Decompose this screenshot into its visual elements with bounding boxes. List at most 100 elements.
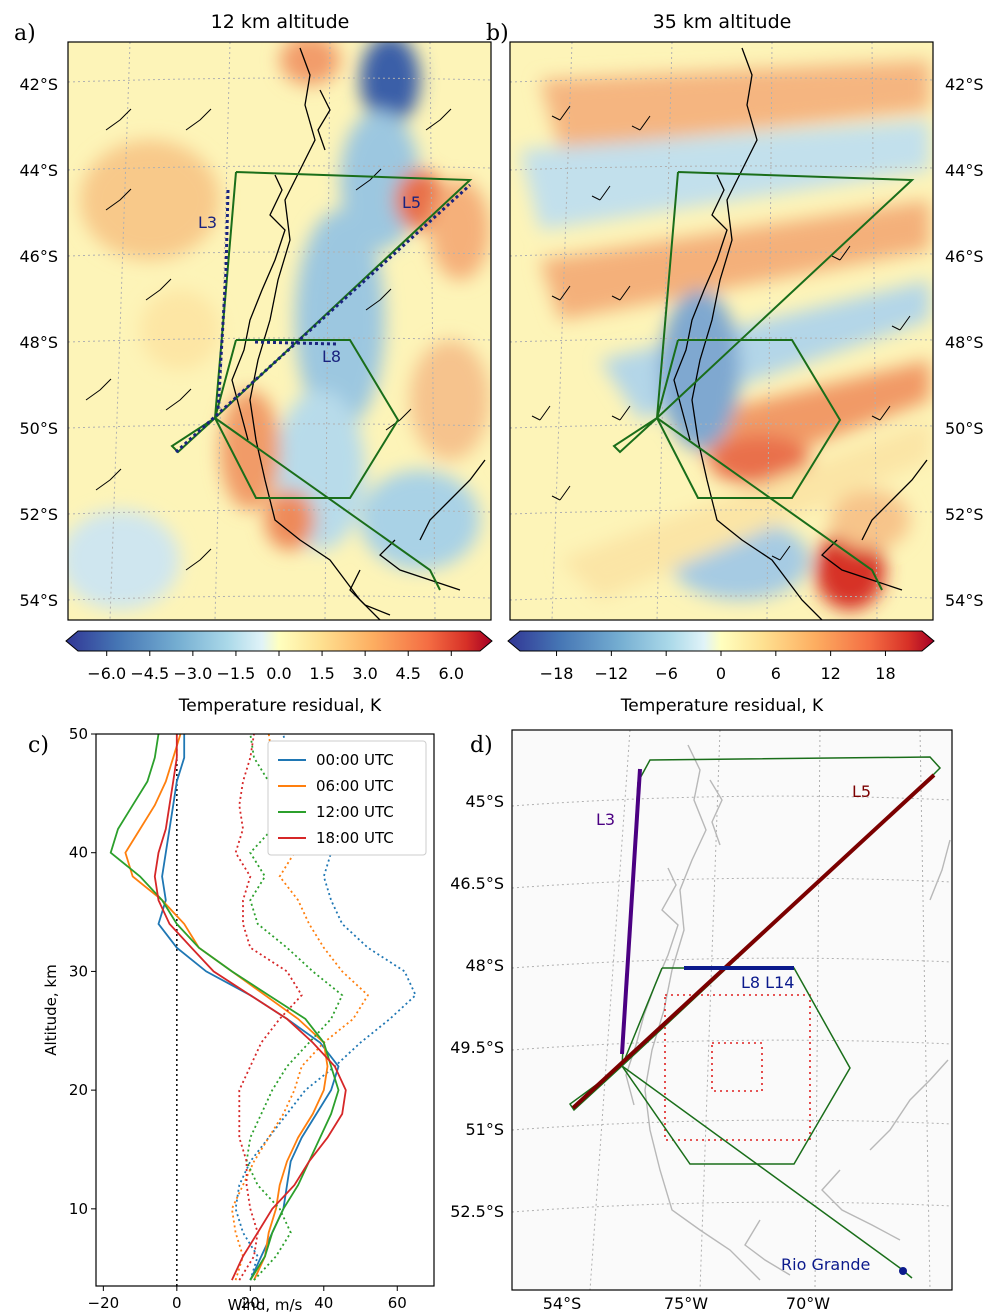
- panel-d-lon-label: 54°S: [543, 1294, 582, 1313]
- panel-d-coastline: [625, 744, 951, 1281]
- x-tick-label: −20: [88, 1294, 120, 1312]
- colorbar-tick-label: −1.5: [216, 664, 255, 683]
- panel-b-colorbar: −18 −12 −6 0 6 12 18 Temperature residual, K: [507, 630, 935, 716]
- panel-b-lat-label: 50°S: [945, 419, 984, 438]
- panel-d-lon-label: 75°W: [664, 1294, 708, 1313]
- panel-d-lat-labels: 45°S 46.5°S 48°S 49.5°S 51°S 52.5°S: [450, 792, 504, 1221]
- panel-b-lat-label: 44°S: [945, 161, 984, 180]
- series-solid-1800utc: [153, 734, 347, 1281]
- panel-d-lat-label: 52.5°S: [450, 1202, 504, 1221]
- panel-d-lat-label: 46.5°S: [450, 874, 504, 893]
- panel-a-legs: [174, 183, 472, 454]
- panel-d-label-l8-l14: L8 L14: [741, 973, 794, 992]
- panel-d-map: L3 L5 L8 L14 Rio Grande: [512, 730, 952, 1290]
- y-tick-label: 50: [69, 725, 88, 743]
- panel-a-letter: a): [14, 21, 36, 46]
- panel-b-lat-label: 46°S: [945, 247, 984, 266]
- panel-a-map: L3 L5 L8: [68, 42, 491, 620]
- colorbar-tick-label: 18: [875, 664, 895, 683]
- panel-d: d): [450, 729, 953, 1313]
- x-tick-label: 60: [388, 1294, 407, 1312]
- panel-d-letter: d): [470, 733, 493, 758]
- colorbar-tick-label: −18: [540, 664, 574, 683]
- panel-a-colorbar: −6.0 −4.5 −3.0 −1.5 0.0 1.5 3.0 4.5 6.0 Temperat…: [65, 630, 493, 716]
- y-axis-label: Altitude, km: [42, 964, 60, 1055]
- legend-label: 06:00 UTC: [316, 777, 394, 795]
- panel-c-frame: [95, 733, 435, 1287]
- y-tick-label: 20: [69, 1081, 88, 1099]
- series-solid-0600utc: [124, 734, 329, 1281]
- colorbar-tick-label: 4.5: [395, 664, 420, 683]
- panel-b-title: 35 km altitude: [653, 11, 792, 33]
- panel-b-colorbar-bar: [507, 630, 935, 652]
- x-tick-label: 0: [172, 1294, 182, 1312]
- panel-b-flight-track: [612, 171, 915, 591]
- x-tick-label: 40: [314, 1294, 333, 1312]
- panel-a-residual-field: [68, 42, 490, 610]
- panel-d-lon-label: 70°W: [786, 1294, 830, 1313]
- colorbar-tick-label: −6: [654, 664, 678, 683]
- x-axis-label: Wind, m/s: [228, 1296, 303, 1314]
- panel-b-lat-label: 54°S: [945, 591, 984, 610]
- legend-label: 18:00 UTC: [316, 829, 394, 847]
- series-solid-1200utc: [109, 734, 340, 1281]
- panel-a-colorbar-ticks: −6.0 −4.5 −3.0 −1.5 0.0 1.5 3.0 4.5 6.0: [87, 651, 464, 683]
- panel-b-lat-label: 52°S: [945, 505, 984, 524]
- panel-b-map: [510, 42, 933, 620]
- panel-d-lon-labels: 54°S 75°W 70°W: [543, 1294, 831, 1313]
- panel-a-frame: [67, 41, 492, 621]
- panel-d-lat-label: 48°S: [465, 956, 504, 975]
- panel-a-label-l8: L8: [322, 347, 341, 366]
- panel-a-lat-labels: 42°S 44°S 46°S 48°S 50°S 52°S 54°S: [19, 75, 58, 610]
- legend-label: 00:00 UTC: [316, 751, 394, 769]
- colorbar-tick-label: 6: [771, 664, 781, 683]
- y-tick-label: 40: [69, 844, 88, 862]
- panel-c-letter: c): [28, 733, 49, 758]
- panel-d-leg-l3: [620, 768, 642, 1055]
- panel-d-domains: [664, 994, 811, 1141]
- panel-d-frame: [511, 729, 953, 1291]
- colorbar-tick-label: 0.0: [266, 664, 291, 683]
- panel-d-lat-label: 49.5°S: [450, 1038, 504, 1057]
- panel-d-label-l5: L5: [852, 782, 871, 801]
- panel-b-graticule: [510, 42, 933, 620]
- panel-a-lat-label: 44°S: [19, 161, 58, 180]
- panel-b: b) 35 km altitude: [486, 11, 984, 716]
- colorbar-tick-label: −4.5: [130, 664, 169, 683]
- panel-a-graticule: [68, 42, 491, 620]
- panel-b-lat-label: 42°S: [945, 75, 984, 94]
- colorbar-tick-label: 0: [716, 664, 726, 683]
- panel-b-colorbar-ticks: −18 −12 −6 0 6 12 18: [540, 651, 896, 683]
- x-tick-label: 20: [241, 1294, 260, 1312]
- panel-a-lat-label: 48°S: [19, 333, 58, 352]
- panel-b-wind-barbs: [531, 105, 911, 561]
- legend-label: 12:00 UTC: [316, 803, 394, 821]
- panel-b-letter: b): [486, 21, 509, 46]
- legend-box: [267, 740, 427, 856]
- colorbar-tick-label: 1.5: [309, 664, 334, 683]
- panel-a-lat-label: 42°S: [19, 75, 58, 94]
- colorbar-tick-label: −3.0: [173, 664, 212, 683]
- panel-a-lat-label: 54°S: [19, 591, 58, 610]
- panel-d-label-l3: L3: [596, 810, 615, 829]
- panel-b-lat-label: 48°S: [945, 333, 984, 352]
- wind-profile-chart: −20 0 20 40 60 10 20 30 40 50 00:00 UTC 06:00 UTC 12…: [69, 725, 427, 1312]
- panel-c: c) −20 0 20 40 60 10 20 30 40 50 00:00 UTC 06:00 UT…: [28, 725, 435, 1314]
- rio-grande-label: Rio Grande: [781, 1255, 870, 1274]
- colorbar-tick-label: −6.0: [87, 664, 126, 683]
- colorbar-tick-label: −12: [594, 664, 628, 683]
- colorbar-tick-label: 12: [820, 664, 840, 683]
- panel-a-label-l3: L3: [198, 213, 217, 232]
- colorbar-tick-label: 3.0: [352, 664, 377, 683]
- panel-a-colorbar-bar: [65, 630, 493, 652]
- panel-b-frame: [509, 41, 934, 621]
- rio-grande-marker: [899, 1267, 907, 1275]
- panel-d-leg-l5: [571, 773, 936, 1110]
- y-tick-label: 10: [69, 1200, 88, 1218]
- y-tick-label: 30: [69, 962, 88, 980]
- panel-a-lat-label: 46°S: [19, 247, 58, 266]
- panel-a-label-l5: L5: [402, 193, 421, 212]
- panel-a-wind-barbs: [85, 108, 452, 571]
- panel-b-lat-labels: 42°S 44°S 46°S 48°S 50°S 52°S 54°S: [945, 75, 984, 610]
